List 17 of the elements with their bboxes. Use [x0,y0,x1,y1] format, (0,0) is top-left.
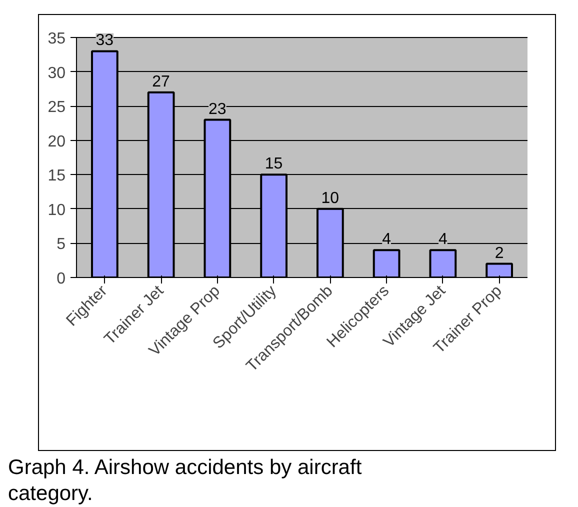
data-label: 10 [321,190,340,207]
y-tick-label: 5 [56,236,66,254]
data-label: 2 [494,244,504,262]
y-tick-label: 25 [48,99,66,116]
y-tick-label: 35 [48,30,66,48]
y-tick-label: 20 [48,133,66,150]
y-tick-label: 15 [48,168,66,185]
caption: Graph 4. Airshow accidents by aircraft category. [8,455,363,507]
y-tick-label: 0 [56,270,66,288]
data-label: 27 [152,73,170,90]
data-label: 23 [208,100,226,118]
data-label: 15 [264,156,283,173]
data-label: 4 [382,231,392,248]
data-label: 4 [438,231,448,248]
y-tick-label: 30 [48,64,66,82]
data-label: 33 [96,32,114,50]
y-tick-label: 10 [48,202,66,219]
